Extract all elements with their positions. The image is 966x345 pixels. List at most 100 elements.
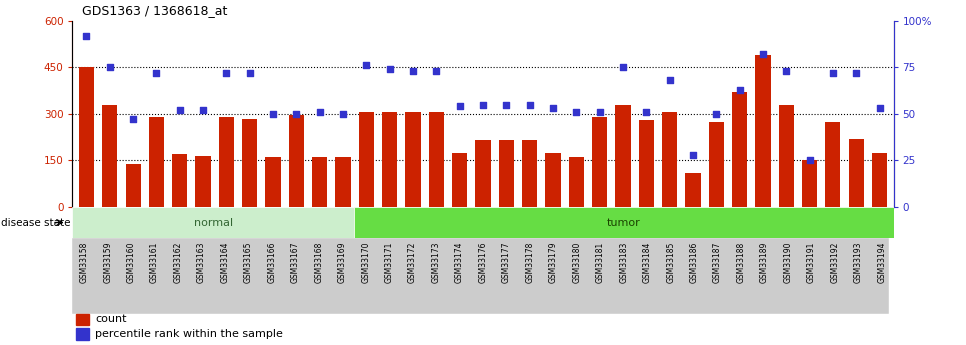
Bar	[79, 67, 94, 207]
Point	[802, 158, 817, 163]
Text: GSM33177: GSM33177	[502, 242, 511, 283]
Text: GSM33165: GSM33165	[243, 242, 253, 283]
Text: GSM33191: GSM33191	[807, 242, 816, 283]
Text: GSM33187: GSM33187	[713, 242, 723, 283]
Text: GSM33166: GSM33166	[268, 242, 276, 283]
Bar	[195, 156, 211, 207]
Point	[475, 102, 491, 107]
Point	[429, 68, 444, 74]
Bar	[569, 157, 583, 207]
Text: GSM33162: GSM33162	[174, 242, 183, 283]
Point	[452, 104, 468, 109]
Text: GSM33180: GSM33180	[572, 242, 582, 283]
Point	[335, 111, 351, 117]
Text: GSM33185: GSM33185	[667, 242, 675, 283]
Bar	[709, 121, 724, 207]
Point	[755, 51, 771, 57]
Text: GSM33174: GSM33174	[455, 242, 464, 283]
Bar	[75, 314, 89, 325]
Point	[266, 111, 281, 117]
Bar	[685, 173, 700, 207]
Text: GSM33194: GSM33194	[877, 242, 887, 283]
Text: GSM33181: GSM33181	[596, 242, 605, 283]
Point	[639, 109, 654, 115]
Bar	[289, 115, 304, 207]
Text: GSM33164: GSM33164	[220, 242, 230, 283]
Bar	[358, 112, 374, 207]
Text: GSM33161: GSM33161	[150, 242, 159, 283]
Bar	[639, 120, 654, 207]
Bar	[522, 140, 537, 207]
Text: GSM33172: GSM33172	[408, 242, 417, 283]
Bar	[732, 92, 747, 207]
Bar	[75, 328, 89, 340]
Point	[662, 78, 677, 83]
Text: GSM33163: GSM33163	[197, 242, 206, 283]
Bar	[802, 160, 817, 207]
Point	[569, 109, 584, 115]
Text: GSM33179: GSM33179	[549, 242, 558, 283]
Bar	[383, 112, 397, 207]
Point	[522, 102, 537, 107]
Point	[872, 106, 888, 111]
Text: GSM33160: GSM33160	[127, 242, 135, 283]
Bar	[546, 152, 560, 207]
Point	[685, 152, 700, 158]
Bar	[849, 139, 864, 207]
Point	[825, 70, 840, 76]
Text: GDS1363 / 1368618_at: GDS1363 / 1368618_at	[82, 4, 227, 17]
Bar	[266, 157, 281, 207]
Bar	[312, 157, 327, 207]
Point	[779, 68, 794, 74]
Point	[195, 107, 211, 113]
Text: GSM33178: GSM33178	[526, 242, 534, 283]
Point	[78, 33, 94, 38]
Bar	[126, 164, 141, 207]
Text: percentile rank within the sample: percentile rank within the sample	[96, 329, 283, 339]
Text: GSM33193: GSM33193	[854, 242, 863, 283]
Bar	[335, 157, 351, 207]
Text: GSM33186: GSM33186	[690, 242, 698, 283]
Point	[149, 70, 164, 76]
Text: GSM33189: GSM33189	[760, 242, 769, 283]
Point	[406, 68, 421, 74]
Text: GSM33183: GSM33183	[619, 242, 628, 283]
Text: GSM33169: GSM33169	[338, 242, 347, 283]
Text: GSM33190: GSM33190	[783, 242, 792, 283]
Text: disease state: disease state	[1, 218, 71, 227]
Bar	[406, 112, 420, 207]
Point	[358, 63, 374, 68]
Text: GSM33170: GSM33170	[361, 242, 370, 283]
Bar	[102, 106, 117, 207]
Text: GSM33192: GSM33192	[831, 242, 839, 283]
Text: tumor: tumor	[607, 218, 640, 227]
Text: GSM33173: GSM33173	[432, 242, 440, 283]
Point	[498, 102, 514, 107]
Text: normal: normal	[193, 218, 233, 227]
Bar	[872, 152, 887, 207]
Text: count: count	[96, 314, 127, 324]
Point	[218, 70, 234, 76]
Bar	[592, 117, 608, 207]
Text: GSM33176: GSM33176	[478, 242, 488, 283]
Text: GSM33188: GSM33188	[736, 242, 746, 283]
Point	[708, 111, 724, 117]
Text: GSM33184: GSM33184	[642, 242, 652, 283]
Point	[545, 106, 560, 111]
Point	[126, 117, 141, 122]
Bar	[662, 112, 677, 207]
Point	[242, 70, 258, 76]
Text: GSM33167: GSM33167	[291, 242, 299, 283]
Point	[592, 109, 608, 115]
Bar	[149, 117, 164, 207]
Text: GSM33171: GSM33171	[384, 242, 394, 283]
Bar	[242, 119, 257, 207]
Bar	[172, 154, 187, 207]
Bar	[779, 105, 794, 207]
Point	[848, 70, 864, 76]
Bar	[429, 112, 444, 207]
Point	[382, 66, 397, 72]
Text: GSM33158: GSM33158	[79, 242, 89, 283]
Bar	[755, 55, 771, 207]
Bar	[498, 140, 514, 207]
